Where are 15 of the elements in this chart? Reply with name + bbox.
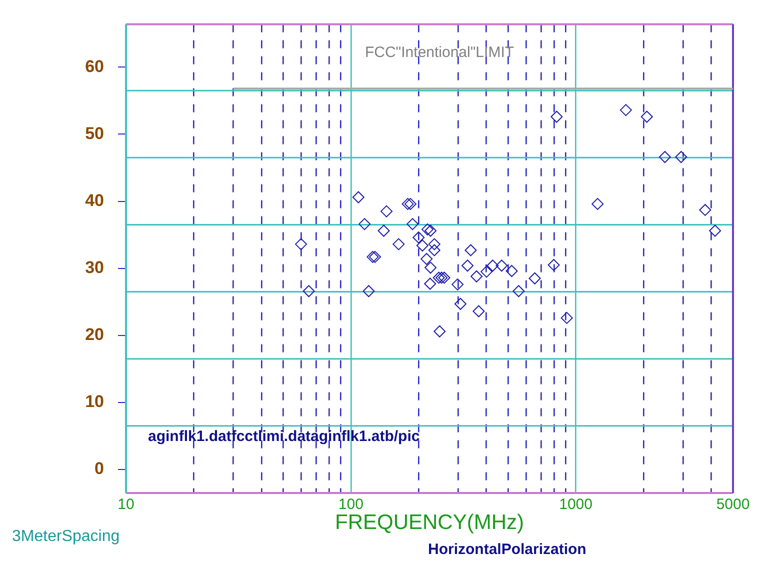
y-tick-label: 40 xyxy=(85,190,104,210)
x-tick-label: 100 xyxy=(338,496,364,514)
x-tick-label: 1000 xyxy=(559,496,592,514)
y-tick-label: 30 xyxy=(85,258,104,278)
y-tick-label: 50 xyxy=(85,124,104,143)
y-tick-label: 20 xyxy=(85,325,104,344)
y-tick-label: 60 xyxy=(85,56,104,76)
series-label: FCC"Intentional"LIMIT xyxy=(364,44,514,62)
y-tick-label: 0 xyxy=(94,459,104,478)
x-axis-title: FREQUENCY(MHz) xyxy=(335,511,524,534)
text: 3MeterSpacing xyxy=(12,528,120,546)
text: HorizontalPolarization xyxy=(428,541,586,558)
x-tick-label: 5000 xyxy=(716,496,750,514)
y-tick-label: 10 xyxy=(85,392,104,412)
x-tick-label: 10 xyxy=(118,496,134,514)
